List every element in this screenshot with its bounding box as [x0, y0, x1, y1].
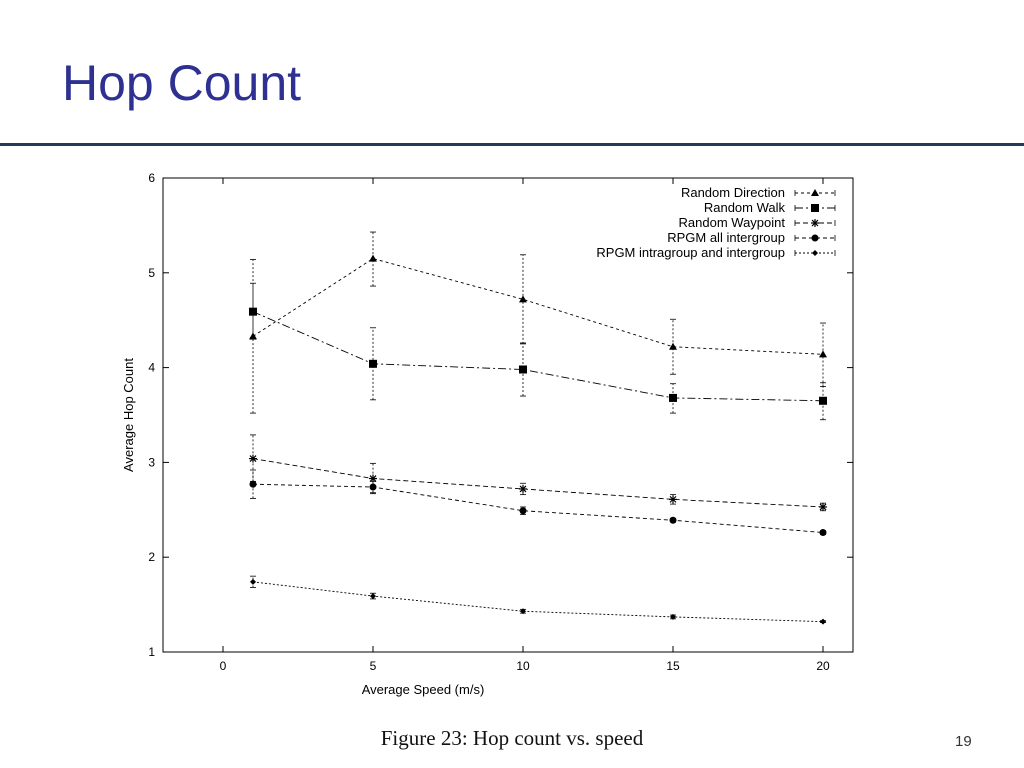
y-tick-label: 1	[148, 645, 155, 659]
data-point	[669, 516, 677, 524]
data-point	[249, 480, 257, 488]
y-tick-label: 6	[148, 171, 155, 185]
data-point	[249, 332, 257, 340]
data-point	[670, 613, 676, 620]
data-point	[519, 295, 527, 303]
title-divider	[0, 143, 1024, 146]
series-line	[252, 458, 824, 508]
data-point	[519, 365, 527, 374]
x-axis-label: Average Speed (m/s)	[362, 682, 485, 697]
legend-label: Random Walk	[704, 200, 786, 215]
data-point	[669, 342, 677, 350]
y-tick-label: 2	[148, 550, 155, 564]
slide-title: Hop Count	[62, 55, 302, 111]
x-tick-label: 15	[666, 659, 680, 673]
data-point	[820, 618, 826, 625]
y-tick-label: 3	[148, 455, 155, 469]
legend-marker	[811, 234, 819, 242]
plot-frame	[162, 177, 854, 653]
data-point	[669, 393, 677, 402]
legend-label: RPGM all intergroup	[667, 230, 785, 245]
data-point	[249, 454, 257, 463]
legend-marker	[811, 219, 819, 227]
series-line	[252, 483, 824, 534]
data-point	[520, 608, 526, 615]
data-point	[519, 484, 527, 493]
legend-marker	[811, 189, 819, 196]
y-axis-label: Average Hop Count	[121, 358, 136, 472]
x-tick-label: 0	[220, 659, 227, 673]
data-point	[369, 359, 377, 368]
legend-marker	[811, 204, 819, 212]
data-point	[819, 396, 827, 405]
data-point	[249, 307, 257, 316]
data-point	[369, 254, 377, 262]
data-point	[370, 593, 376, 600]
figure-caption: Figure 23: Hop count vs. speed	[380, 726, 644, 750]
data-point	[819, 350, 827, 358]
legend-label: RPGM intragroup and intergroup	[596, 245, 785, 260]
y-tick-label: 4	[148, 361, 155, 375]
data-point	[819, 529, 827, 537]
series-line	[252, 258, 824, 355]
legend-marker	[812, 250, 818, 256]
data-point	[250, 578, 256, 585]
y-tick-label: 5	[148, 266, 155, 280]
data-point	[669, 495, 677, 504]
data-point	[819, 502, 827, 511]
legend-label: Random Waypoint	[679, 215, 786, 230]
x-tick-label: 5	[370, 659, 377, 673]
x-tick-label: 10	[516, 659, 530, 673]
series-line	[252, 581, 824, 623]
x-tick-label: 20	[816, 659, 830, 673]
data-point	[519, 507, 527, 515]
slide-number: 19	[955, 733, 972, 750]
data-point	[369, 483, 377, 491]
legend-label: Random Direction	[681, 185, 785, 200]
series-line	[252, 311, 824, 402]
